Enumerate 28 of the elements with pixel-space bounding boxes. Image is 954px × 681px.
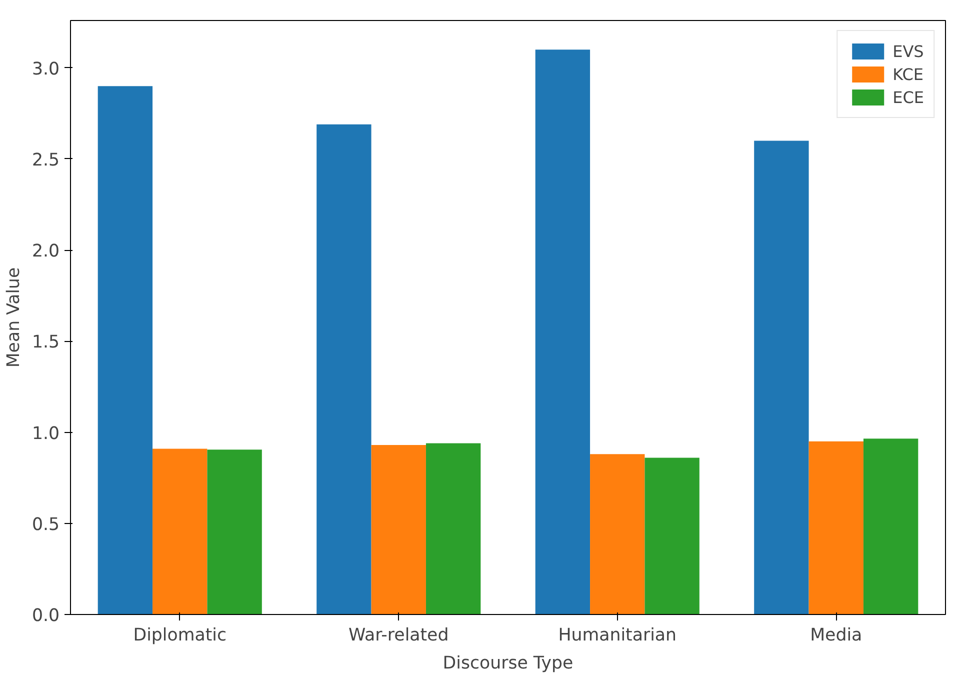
y-tick-label: 3.0 [32, 59, 60, 80]
bar [98, 86, 153, 614]
x-tick-label: Media [810, 626, 862, 646]
bar [152, 448, 208, 614]
x-axis-title: Discourse Type [442, 654, 574, 674]
legend-label: KCE [892, 64, 924, 84]
y-tick-label: 2.5 [32, 150, 60, 170]
x-tick-label: Humanitarian [558, 626, 677, 646]
legend-label: EVS [892, 42, 924, 60]
bar [644, 458, 700, 614]
bar [590, 454, 645, 614]
bar [207, 450, 262, 614]
bar [535, 50, 590, 614]
y-tick-label: 2.0 [32, 242, 60, 262]
bar [371, 445, 426, 614]
y-tick-label: 0.5 [32, 514, 60, 535]
y-axis-title: Mean Value [4, 267, 24, 368]
bar [426, 443, 481, 614]
bar [316, 124, 372, 614]
legend-label: ECE [892, 88, 924, 106]
x-tick-label: Diplomatic [133, 626, 226, 646]
y-tick-label: 1.5 [32, 332, 60, 353]
bar [863, 438, 918, 614]
bar [808, 441, 864, 614]
y-tick-label: 1.0 [32, 424, 60, 444]
y-tick-label: 0.0 [32, 606, 60, 626]
bar [754, 140, 809, 614]
x-tick-label: War-related [348, 626, 449, 646]
